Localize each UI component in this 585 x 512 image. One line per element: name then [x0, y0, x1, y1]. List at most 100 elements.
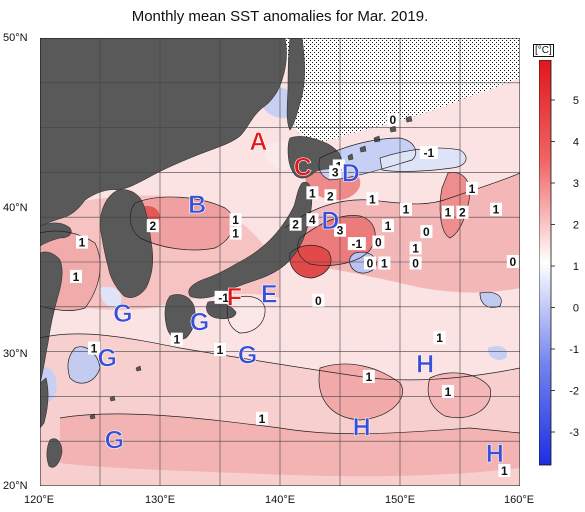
- contour-label: 1: [445, 206, 452, 220]
- contour-label: 3: [332, 165, 339, 179]
- lon-tick-label: 130°E: [145, 494, 176, 506]
- contour-label-bg: [442, 384, 454, 398]
- contour-label-bg: [382, 219, 394, 233]
- contour-label-bg: [400, 202, 412, 216]
- contour-label-bg: [372, 235, 385, 249]
- contour-label: 1: [73, 270, 80, 284]
- contour-label-bg: [76, 235, 88, 249]
- contour-label-bg: [378, 256, 391, 270]
- contour-label: 1: [501, 464, 508, 478]
- contour-label: 1: [259, 412, 266, 426]
- region-letter: B: [188, 191, 206, 219]
- contour-label-bg: [466, 181, 478, 195]
- contour-label-bg: [146, 219, 159, 233]
- contour-label-bg: [409, 256, 422, 270]
- contour-label-bg: [420, 225, 433, 239]
- region-letter: G: [113, 300, 132, 328]
- contour-label: 1: [369, 192, 376, 206]
- colorbar-gradient: [539, 60, 552, 466]
- contour-label: 2: [459, 206, 466, 220]
- contour-label: 1: [91, 342, 98, 356]
- colorbar-tick-label: 0: [573, 303, 579, 315]
- colorbar-tick-label: -1: [569, 344, 579, 356]
- contour-label: 1: [469, 182, 476, 196]
- contour-label-bg: [456, 205, 469, 219]
- contour-label: 1: [412, 242, 419, 256]
- contour-label: -1: [218, 291, 229, 305]
- contour-label: 1: [381, 256, 388, 270]
- contour-label-bg: [229, 213, 242, 227]
- colorbar-tick-label: 2: [573, 220, 579, 232]
- contour-label-bg: [329, 165, 342, 179]
- contour-label-bg: [88, 341, 100, 355]
- contour-label-bg: [498, 464, 511, 478]
- contour-label: 1: [232, 213, 239, 227]
- anomaly-contours: [40, 137, 520, 435]
- colorbar-tick-label: 1: [573, 261, 579, 273]
- lat-tick-label: 40°N: [3, 202, 28, 214]
- contour-label-bg: [214, 343, 226, 357]
- land-masses: [40, 38, 413, 468]
- contour-label: 0: [375, 236, 382, 250]
- colorbar-tick-label: -4: [569, 469, 579, 471]
- region-letter: D: [342, 159, 360, 187]
- sea-ice-area: [285, 38, 520, 141]
- contour-label: -1: [423, 146, 434, 160]
- contour-label: 2: [327, 189, 334, 203]
- contour-label: 2: [292, 218, 299, 232]
- contour-label-bg: [229, 226, 242, 240]
- contour-label-bg: [433, 331, 446, 345]
- region-letter: E: [261, 280, 278, 308]
- contour-label-bg: [70, 269, 82, 283]
- contour-label: 0: [412, 256, 419, 270]
- map-title: Monthly mean SST anomalies for Mar. 2019…: [131, 8, 429, 25]
- contour-label: 1: [79, 236, 86, 250]
- colorbar-tick-label: -3: [569, 427, 579, 439]
- lon-tick-label: 150°E: [385, 494, 416, 506]
- contour-labels: 0-11111211121243-1010010011211-101111111…: [70, 113, 519, 478]
- contour-label-bg: [214, 290, 233, 304]
- contour-label-bg: [312, 293, 325, 307]
- contour-label: 1: [436, 331, 443, 345]
- contour-label: 1: [445, 385, 452, 399]
- contour-label-bg: [409, 241, 422, 255]
- region-letter: D: [321, 207, 339, 235]
- region-letter: F: [227, 283, 242, 311]
- region-letter: G: [238, 342, 257, 370]
- contour-label-bg: [386, 113, 399, 127]
- contour-label: 4: [309, 213, 316, 227]
- contour-label: 0: [389, 113, 396, 127]
- contour-label-bg: [506, 255, 519, 268]
- contour-label-bg: [256, 411, 268, 425]
- contour-label: 0: [367, 256, 374, 270]
- contour-label: 0: [423, 225, 430, 239]
- contour-label: 2: [149, 219, 156, 233]
- contour-label: 1: [173, 333, 180, 347]
- colorbar-tick-label: 5: [573, 95, 579, 107]
- contour-label: 1: [217, 343, 224, 357]
- region-letter: H: [486, 440, 504, 468]
- contour-label: -1: [351, 237, 362, 251]
- region-letter: G: [190, 309, 209, 337]
- lon-tick-label: 120°E: [24, 494, 55, 506]
- contour-label: 1: [309, 186, 316, 200]
- region-letter: A: [249, 128, 267, 156]
- contour-label: 1: [232, 227, 239, 241]
- lon-tick-label: 140°E: [265, 494, 296, 506]
- region-letter: G: [97, 345, 116, 373]
- contour-label: 1: [403, 203, 410, 217]
- region-letter: C: [294, 153, 312, 181]
- contour-label-bg: [347, 237, 366, 251]
- contour-label-bg: [324, 189, 337, 203]
- contour-label: 0: [509, 255, 516, 269]
- lon-tick-label: 160°E: [504, 494, 535, 506]
- contour-label-bg: [490, 202, 502, 216]
- colorbar-tick-label: -2: [569, 386, 579, 398]
- sst-map-area: 0-11111211121243-1010010011211-101111111…: [40, 38, 520, 486]
- lat-tick-label: 30°N: [3, 348, 28, 360]
- contour-label-bg: [419, 145, 438, 159]
